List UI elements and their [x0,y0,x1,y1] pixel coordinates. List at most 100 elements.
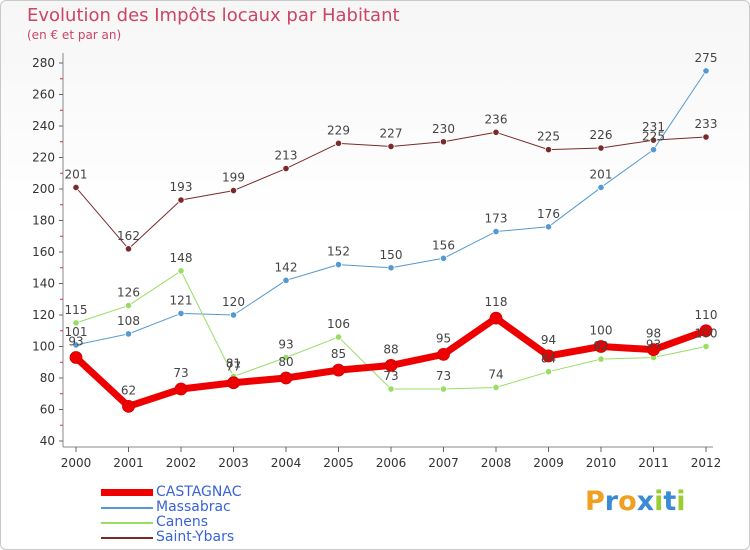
y-tick-label: 260 [32,88,55,102]
data-label-saint-ybars: 201 [65,167,88,181]
data-point-canens [439,385,448,393]
data-point-castagnac [122,399,135,413]
x-tick-label: 2003 [218,456,249,470]
y-tick-label: 180 [32,214,55,228]
data-label-saint-ybars: 236 [485,112,508,126]
data-point-castagnac [699,324,713,338]
y-tick-label: 160 [32,245,55,259]
data-label-canens: 148 [170,251,193,265]
data-label-massabrac: 225 [642,130,665,144]
data-label-canens: 92 [593,339,608,353]
data-label-saint-ybars: 233 [695,117,718,131]
x-tick-label: 2004 [271,456,302,470]
data-label-castagnac: 85 [331,347,346,361]
data-label-massabrac: 101 [65,325,88,339]
data-label-canens: 93 [278,338,293,352]
data-point-saint-ybars [72,183,80,192]
data-point-massabrac [177,309,185,318]
data-point-massabrac [702,67,710,75]
data-point-canens [72,319,80,327]
data-label-castagnac: 98 [646,327,661,341]
data-point-massabrac [387,264,395,272]
data-label-saint-ybars: 231 [642,120,665,134]
data-label-saint-ybars: 227 [380,126,403,140]
data-label-canens: 115 [65,303,88,317]
data-point-castagnac [279,371,293,385]
logo-letter: i [654,486,664,517]
data-point-massabrac [597,183,605,192]
data-label-canens: 74 [488,367,503,381]
data-label-canens: 93 [646,338,661,352]
y-tick-label: 280 [32,56,55,70]
legend-label: Saint-Ybars [156,529,235,545]
y-tick-label: 220 [32,151,55,165]
logo-letter: o [618,486,637,517]
data-point-saint-ybars [597,144,605,152]
data-label-canens: 81 [226,356,241,370]
data-label-canens: 126 [117,286,140,300]
data-label-saint-ybars: 226 [590,128,613,142]
data-point-saint-ybars [334,139,343,147]
data-point-saint-ybars [124,245,133,253]
data-label-castagnac: 62 [121,383,136,397]
y-tick-label: 200 [32,182,55,196]
data-label-castagnac: 77 [226,360,241,374]
data-point-saint-ybars [439,138,448,146]
data-point-canens [702,342,710,351]
data-point-canens [334,333,343,341]
data-point-castagnac [174,382,188,396]
data-label-saint-ybars: 229 [327,123,350,137]
data-point-massabrac [282,276,290,284]
data-point-castagnac [384,358,398,372]
legend-label: CASTAGNAC [156,484,242,500]
logo-letter: x [636,486,655,517]
x-tick-label: 2011 [638,456,669,470]
data-label-massabrac: 142 [275,260,298,274]
chart-subtitle: (en € et par an) [27,28,122,42]
y-tick-label: 40 [40,434,55,448]
data-label-castagnac: 93 [68,335,83,349]
legend-swatch [101,506,153,509]
data-label-castagnac: 80 [278,355,293,369]
data-point-saint-ybars [702,133,710,141]
legend-item: Saint-Ybars [101,530,241,545]
data-label-saint-ybars: 199 [222,171,245,185]
data-label-massabrac: 108 [117,314,140,328]
data-point-canens [387,385,395,393]
data-label-canens: 100 [695,327,718,341]
data-point-castagnac [227,376,240,390]
data-point-massabrac [649,146,658,154]
data-point-castagnac [594,340,608,353]
data-point-saint-ybars [544,146,553,154]
data-point-castagnac [647,343,660,357]
legend-swatch [101,489,153,496]
data-label-massabrac: 176 [537,207,560,221]
data-point-castagnac [332,363,345,377]
data-point-castagnac [437,347,450,361]
data-point-canens [124,301,133,310]
data-label-massabrac: 201 [590,167,613,181]
chart-title: Evolution des Impôts locaux par Habitant [27,5,400,26]
data-label-castagnac: 73 [173,366,188,380]
data-label-canens: 84 [541,352,556,366]
data-label-massabrac: 150 [380,248,403,262]
data-point-canens [177,267,185,275]
data-label-saint-ybars: 193 [170,180,193,194]
logo-letter: P [585,486,605,517]
data-label-saint-ybars: 213 [275,149,298,163]
x-tick-label: 2012 [691,456,722,470]
proxiti-logo: Proxiti [585,486,686,517]
y-tick-label: 240 [32,119,55,133]
data-point-saint-ybars [282,164,290,173]
x-tick-label: 2002 [166,456,197,470]
legend-item: Canens [101,515,241,530]
data-label-castagnac: 94 [541,333,556,347]
data-label-massabrac: 275 [695,51,718,65]
logo-letter: t [663,486,677,517]
data-label-massabrac: 152 [327,245,350,259]
logo-letter: r [604,486,619,517]
data-label-castagnac: 118 [485,295,508,309]
legend-swatch [101,536,153,539]
data-point-massabrac [492,227,500,236]
data-label-saint-ybars: 225 [537,130,560,144]
